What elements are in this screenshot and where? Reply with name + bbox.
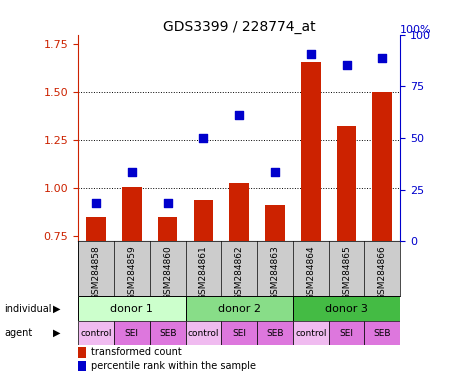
Bar: [185, 321, 221, 345]
Bar: [78, 321, 114, 345]
Text: GSM284865: GSM284865: [341, 246, 350, 300]
Bar: [257, 321, 292, 345]
Text: donor 1: donor 1: [110, 303, 153, 313]
Bar: [328, 321, 364, 345]
Bar: [364, 321, 399, 345]
Title: GDS3399 / 228774_at: GDS3399 / 228774_at: [162, 20, 315, 33]
Bar: [122, 187, 141, 241]
Text: control: control: [80, 329, 112, 338]
Text: SEI: SEI: [339, 329, 353, 338]
Text: SEI: SEI: [232, 329, 246, 338]
Text: GSM284859: GSM284859: [127, 246, 136, 300]
Point: [199, 135, 207, 141]
Text: agent: agent: [5, 328, 33, 338]
Bar: [292, 296, 399, 321]
Point: [271, 169, 278, 175]
Text: SEB: SEB: [158, 329, 176, 338]
Text: donor 2: donor 2: [217, 303, 260, 313]
Text: GSM284861: GSM284861: [198, 246, 207, 300]
Text: SEB: SEB: [373, 329, 390, 338]
Text: ▶: ▶: [53, 328, 60, 338]
Bar: [86, 217, 106, 241]
Bar: [114, 321, 150, 345]
Bar: [150, 321, 185, 345]
Bar: [372, 92, 392, 241]
Text: 100%: 100%: [399, 25, 431, 35]
Bar: [292, 321, 328, 345]
Point: [163, 200, 171, 206]
Text: GSM284864: GSM284864: [306, 246, 314, 300]
Bar: [300, 62, 320, 241]
Text: GSM284860: GSM284860: [163, 246, 172, 300]
Point: [92, 200, 100, 206]
Bar: [336, 126, 356, 241]
Bar: [78, 296, 185, 321]
Bar: [78, 361, 86, 371]
Point: [342, 62, 349, 68]
Text: control: control: [294, 329, 326, 338]
Point: [378, 55, 385, 61]
Bar: [157, 217, 177, 241]
Text: percentile rank within the sample: percentile rank within the sample: [91, 361, 256, 371]
Bar: [264, 205, 284, 241]
Text: GSM284862: GSM284862: [234, 246, 243, 300]
Bar: [193, 200, 213, 241]
Bar: [78, 347, 86, 358]
Text: individual: individual: [5, 303, 52, 313]
Point: [307, 51, 314, 57]
Text: GSM284866: GSM284866: [377, 246, 386, 300]
Text: donor 3: donor 3: [325, 303, 367, 313]
Point: [235, 112, 242, 118]
Point: [128, 169, 135, 175]
Text: transformed count: transformed count: [91, 348, 181, 358]
Text: GSM284863: GSM284863: [270, 246, 279, 300]
Text: SEB: SEB: [266, 329, 283, 338]
Text: ▶: ▶: [53, 303, 60, 313]
Text: SEI: SEI: [124, 329, 139, 338]
Text: control: control: [187, 329, 218, 338]
Bar: [229, 183, 248, 241]
Text: GSM284858: GSM284858: [91, 246, 101, 300]
Bar: [221, 321, 257, 345]
Bar: [185, 296, 292, 321]
